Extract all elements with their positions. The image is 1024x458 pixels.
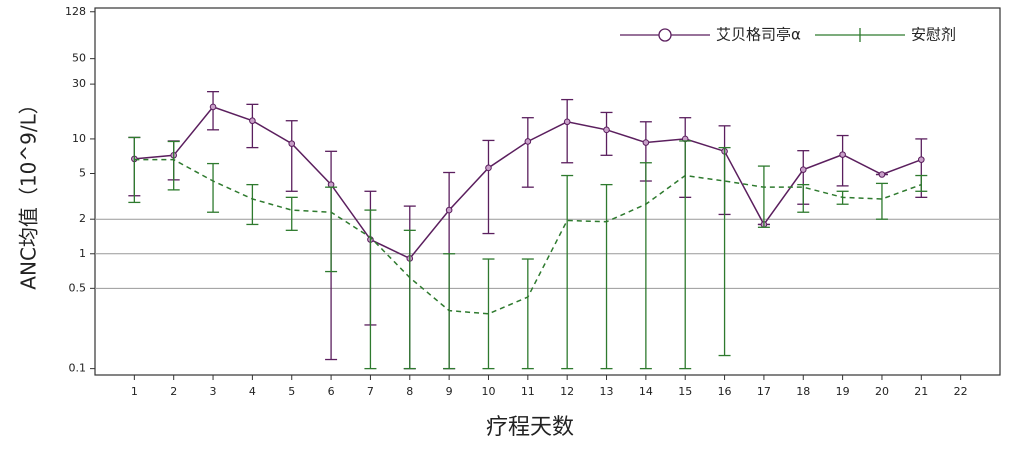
x-axis-label: 疗程天数 <box>486 415 574 440</box>
point <box>878 171 886 178</box>
x-tick-label: 10 <box>481 385 495 398</box>
y-tick-label: 2 <box>79 212 86 225</box>
x-tick-label: 16 <box>718 385 732 398</box>
y-tick-label: 1 <box>79 247 86 260</box>
point <box>485 164 492 172</box>
series-line <box>134 158 922 315</box>
point <box>288 140 296 147</box>
point <box>839 151 846 158</box>
point <box>918 156 925 163</box>
x-tick-label: 20 <box>875 385 889 398</box>
x-tick-label: 18 <box>796 385 810 398</box>
legend-label: 艾贝格司亭α <box>716 26 801 44</box>
x-tick-label: 15 <box>678 385 692 398</box>
point <box>603 126 610 134</box>
y-tick-label: 10 <box>72 132 86 145</box>
x-tick-label: 3 <box>210 385 217 398</box>
y-axis-label: ANC均值（10^9/L） <box>17 94 41 289</box>
legend-label: 安慰剂 <box>911 26 956 44</box>
x-tick-label: 11 <box>521 385 535 398</box>
plot-frame <box>94 7 1001 376</box>
x-tick-label: 22 <box>954 385 968 398</box>
x-tick-label: 1 <box>131 385 138 398</box>
x-tick-label: 12 <box>560 385 574 398</box>
y-tick-label: 128 <box>65 5 86 18</box>
point <box>642 139 650 146</box>
x-tick-label: 4 <box>249 385 256 398</box>
y-tick-label: 5 <box>79 166 86 179</box>
x-tick-label: 2 <box>170 385 177 398</box>
x-tick-label: 13 <box>600 385 614 398</box>
x-tick-label: 14 <box>639 385 653 398</box>
x-tick-label: 9 <box>446 385 453 398</box>
legend-marker <box>658 28 672 42</box>
x-tick-label: 5 <box>288 385 295 398</box>
x-tick-label: 6 <box>328 385 335 398</box>
x-tick-label: 7 <box>367 385 374 398</box>
y-tick-label: 30 <box>72 77 86 90</box>
x-tick-label: 19 <box>836 385 850 398</box>
point <box>524 138 532 145</box>
x-tick-label: 21 <box>914 385 928 398</box>
point <box>249 117 256 125</box>
y-tick-label: 50 <box>72 52 86 65</box>
x-tick-label: 17 <box>757 385 771 398</box>
point <box>209 103 217 111</box>
y-tick-label: 0.5 <box>69 281 87 294</box>
point <box>445 206 453 214</box>
x-tick-label: 8 <box>406 385 413 398</box>
point <box>563 118 571 126</box>
point <box>799 166 807 173</box>
y-tick-label: 0.1 <box>69 362 87 375</box>
